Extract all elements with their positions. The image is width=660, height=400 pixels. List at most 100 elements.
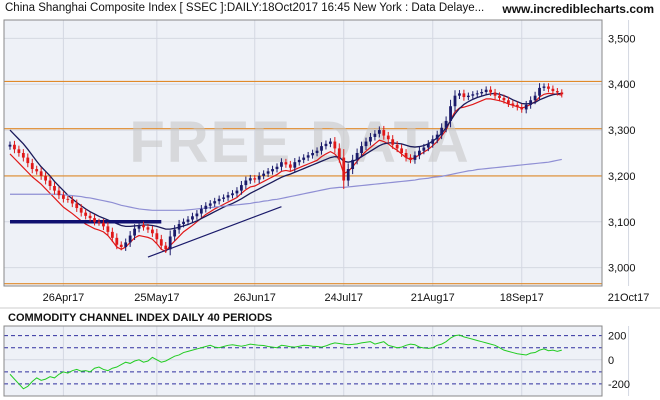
price-y-tick-label: 3,000: [608, 263, 636, 275]
candle-body: [498, 95, 501, 98]
candle-body: [248, 178, 252, 181]
candle-body: [173, 229, 177, 237]
candle-body: [533, 95, 537, 101]
candle: [151, 225, 154, 237]
candle-body: [48, 180, 52, 187]
candle: [475, 90, 479, 98]
candle: [106, 222, 110, 237]
candle: [70, 196, 74, 208]
candle: [431, 135, 435, 148]
candle-body: [30, 163, 34, 170]
candle-body: [262, 173, 266, 176]
candle: [133, 224, 136, 241]
candle-body: [119, 244, 123, 248]
site-link[interactable]: www.incrediblecharts.com: [502, 2, 654, 16]
candle: [226, 191, 230, 201]
candle: [466, 92, 470, 101]
candle-body: [155, 233, 159, 240]
candle: [364, 137, 368, 151]
candle-body: [329, 141, 332, 144]
candle-body: [151, 229, 154, 234]
candle-body: [337, 148, 341, 158]
cci-title: COMMODITY CHANNEL INDEX DAILY 40 PERIODS: [8, 312, 272, 324]
candle: [271, 165, 274, 175]
price-candles: [8, 83, 564, 256]
date-x-tick-label: 25May17: [134, 292, 179, 304]
candle-body: [88, 215, 92, 219]
candle-body: [311, 153, 314, 156]
candle: [208, 200, 212, 210]
candle-body: [560, 92, 564, 95]
candle-body: [110, 231, 114, 238]
candle: [39, 167, 43, 180]
candle-body: [431, 139, 435, 144]
candle-body: [333, 141, 337, 149]
candle: [377, 126, 381, 138]
candle-body: [271, 169, 274, 172]
candle-body: [346, 169, 350, 181]
candle-body: [373, 133, 377, 137]
candle: [284, 158, 288, 168]
candle: [333, 137, 337, 153]
candle-body: [266, 171, 270, 174]
candle: [119, 241, 123, 251]
candle-body: [462, 93, 466, 98]
candle: [93, 214, 96, 226]
candle: [124, 238, 128, 251]
candle-body: [182, 221, 185, 225]
candle-body: [502, 97, 506, 101]
candle-body: [369, 136, 372, 142]
candle-body: [475, 93, 479, 95]
candle: [386, 131, 390, 143]
candle-body: [342, 157, 346, 181]
candle-body: [453, 95, 457, 107]
candle-body: [235, 190, 239, 194]
candle-body: [524, 104, 528, 110]
candle: [231, 190, 234, 199]
candle-body: [13, 144, 16, 150]
candle-body: [128, 235, 132, 243]
candle-body: [257, 175, 261, 180]
candle: [168, 230, 172, 256]
candle-body: [231, 193, 234, 196]
candle-body: [244, 180, 248, 186]
candle: [62, 191, 65, 203]
candle: [498, 92, 501, 102]
cci-line: [9, 334, 562, 390]
candle-body: [426, 143, 430, 148]
candle-body: [124, 242, 128, 248]
candle: [342, 149, 346, 190]
candle: [204, 202, 208, 213]
cci-y-tick-label: -200: [608, 379, 630, 391]
candle-body: [164, 245, 168, 250]
candle: [248, 174, 252, 184]
candle-body: [93, 218, 96, 222]
candle: [520, 103, 524, 113]
candle: [266, 168, 270, 177]
candle: [324, 140, 328, 150]
candle: [13, 140, 16, 154]
candle-body: [360, 146, 363, 153]
candle: [173, 225, 177, 241]
candle: [400, 144, 403, 157]
candle: [26, 153, 30, 168]
candle: [293, 158, 297, 172]
date-x-tick-label: 18Sep17: [500, 292, 544, 304]
candle: [53, 182, 56, 195]
candle: [418, 146, 421, 160]
candle: [382, 125, 386, 140]
candle-body: [404, 153, 408, 158]
candle: [84, 209, 88, 220]
candle: [351, 154, 355, 175]
candle-body: [418, 150, 421, 156]
candle: [560, 89, 564, 98]
date-x-tick-label: 21Oct17: [608, 292, 650, 304]
candle: [511, 100, 515, 108]
candle-body: [297, 159, 301, 163]
candle: [373, 130, 377, 141]
candle-body: [275, 166, 279, 170]
candle: [453, 90, 457, 112]
chart-title: China Shanghai Composite Index [ SSEC ]:…: [5, 2, 485, 14]
candle: [551, 85, 555, 95]
candle: [235, 187, 239, 197]
